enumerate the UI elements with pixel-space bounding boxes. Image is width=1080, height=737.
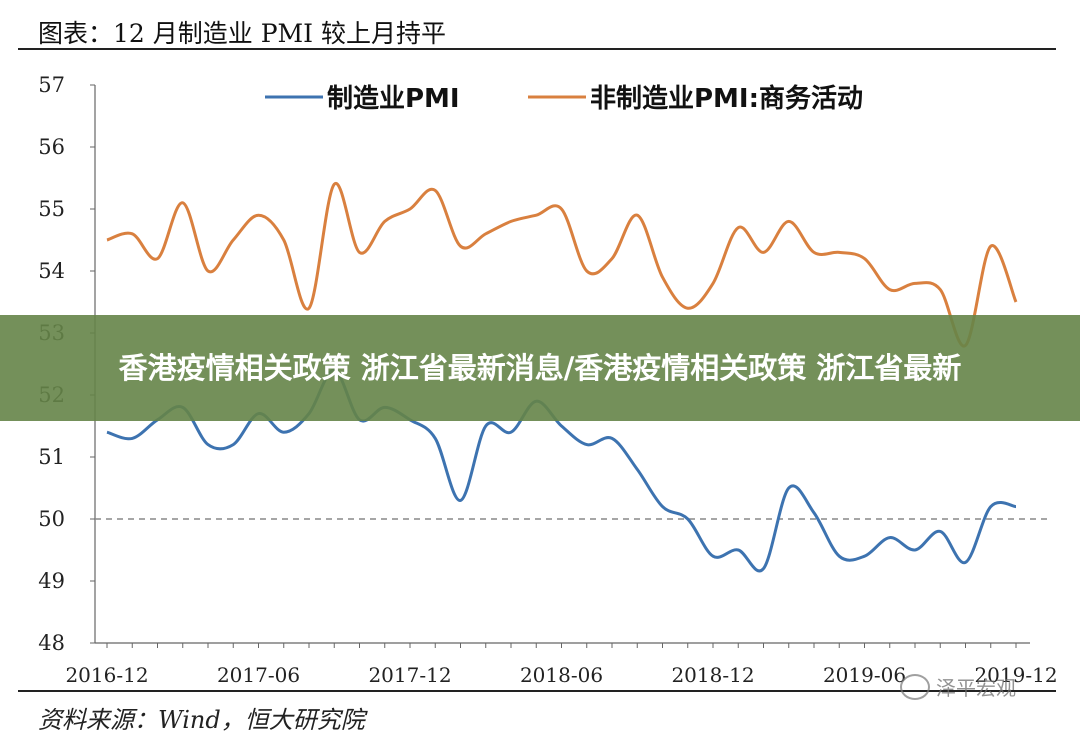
chart-legend: 制造业PMI 非制造业PMI:商务活动 (265, 83, 863, 114)
series-line-2 (106, 182, 1018, 348)
y-tick-label: 48 (38, 631, 65, 655)
banner-text: 香港疫情相关政策 浙江省最新消息/香港疫情相关政策 浙江省最新 (118, 351, 962, 385)
y-tick-label: 55 (38, 197, 65, 221)
chart-title: 图表：12 月制造业 PMI 较上月持平 (38, 19, 446, 48)
x-tick-label: 2019-06 (823, 663, 906, 687)
bottom-rule (18, 690, 1056, 692)
x-tick-label: 2018-12 (671, 663, 754, 687)
watermark: 泽平宏观 (900, 672, 1016, 701)
y-tick-label: 54 (38, 259, 65, 283)
y-tick-label: 56 (38, 135, 65, 159)
wechat-icon (900, 673, 930, 700)
overlay-banner: 香港疫情相关政策 浙江省最新消息/香港疫情相关政策 浙江省最新 (0, 315, 1080, 421)
top-rule (18, 48, 1056, 50)
y-tick-label: 50 (38, 507, 65, 531)
legend-label: 制造业PMI (327, 84, 460, 114)
y-tick-label: 49 (38, 569, 65, 593)
legend-label: 非制造业PMI:商务活动 (590, 83, 863, 114)
watermark-text: 泽平宏观 (936, 676, 1016, 700)
x-tick-label: 2016-12 (65, 663, 148, 687)
x-tick-label: 2017-12 (368, 663, 451, 687)
x-tick-label: 2019-12 (974, 663, 1057, 687)
source-note: 资料来源：Wind，恒大研究院 (38, 706, 365, 734)
x-tick-label: 2018-06 (520, 663, 603, 687)
y-tick-label: 57 (38, 73, 65, 97)
y-tick-label: 51 (38, 445, 65, 469)
x-tick-label: 2017-06 (217, 663, 300, 687)
